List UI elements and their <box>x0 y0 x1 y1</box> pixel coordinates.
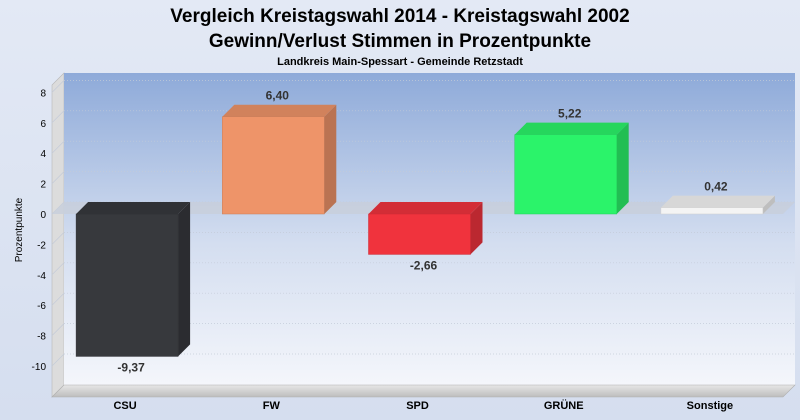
category-label-fw: FW <box>263 400 281 412</box>
chart-title: Vergleich Kreistagswahl 2014 - Kreistags… <box>170 6 629 27</box>
y-tick-label: 8 <box>40 88 46 99</box>
y-tick-label: 6 <box>40 119 46 130</box>
category-label-csu: CSU <box>113 400 136 412</box>
y-tick-label: -8 <box>37 332 46 343</box>
category-label-spd: SPD <box>406 400 429 412</box>
y-axis-label: Prozentpunkte <box>14 197 25 262</box>
y-tick-label: 2 <box>40 180 46 191</box>
gridline-diagonal <box>51 140 65 154</box>
category-label-sonstige: Sonstige <box>687 400 733 412</box>
data-label-spd: -2,66 <box>410 258 438 272</box>
bar-front <box>514 134 617 215</box>
gridline-diagonal <box>51 80 65 93</box>
bar-top <box>514 122 629 135</box>
plot-floor <box>51 384 796 398</box>
gridline-diagonal <box>51 323 65 336</box>
bar-side <box>762 195 775 214</box>
y-tick-label: -2 <box>37 240 46 251</box>
bar-side <box>324 104 337 214</box>
data-label-sonstige: 0,42 <box>704 180 728 194</box>
y-tick-label: 0 <box>40 210 46 221</box>
y-axis-ticks: 8 6 4 2 0 -2 -4 -6 -8 -10 <box>32 88 47 373</box>
y-tick-label: -10 <box>32 362 47 373</box>
bar-spd <box>368 202 483 255</box>
bar-side <box>178 202 191 357</box>
y-tick-label: -4 <box>37 271 46 282</box>
bar-front <box>75 213 179 357</box>
gridline-diagonal <box>51 353 65 367</box>
data-label-csu: -9,37 <box>117 360 145 374</box>
bar-side <box>470 202 483 255</box>
bar-side <box>616 122 629 214</box>
category-label-grüne: GRÜNE <box>544 399 584 412</box>
y-tick-label: 4 <box>40 149 46 160</box>
gridline-diagonal <box>51 171 65 184</box>
bars: -9,37 6,40 -2,66 5,22 0,42 <box>75 89 775 374</box>
bar-sonstige <box>660 195 775 215</box>
gridline-diagonal <box>51 110 65 124</box>
gridline-diagonal <box>51 292 65 306</box>
bar-csu <box>75 202 191 357</box>
data-label-grüne: 5,22 <box>558 107 582 121</box>
bar-top <box>368 202 483 214</box>
gridline-diagonal <box>51 262 65 276</box>
bar-front <box>368 213 471 255</box>
y-tick-label: -6 <box>37 301 46 312</box>
bar-top <box>660 195 775 208</box>
chart-subsubtitle: Landkreis Main-Spessart - Gemeinde Retzs… <box>277 56 523 68</box>
bar-grüne <box>514 122 629 215</box>
category-labels: CSU FW SPD GRÜNE Sonstige <box>113 399 733 412</box>
gridline-diagonal <box>51 232 65 245</box>
data-label-fw: 6,40 <box>266 89 290 103</box>
bar-fw <box>222 104 337 215</box>
bar-top <box>222 104 337 117</box>
chart-subtitle: Gewinn/Verlust Stimmen in Prozentpunkte <box>209 31 591 52</box>
plot-left-wall <box>51 72 65 398</box>
bar-front <box>222 116 325 215</box>
bar-front <box>660 207 764 215</box>
bar-top <box>76 202 191 214</box>
